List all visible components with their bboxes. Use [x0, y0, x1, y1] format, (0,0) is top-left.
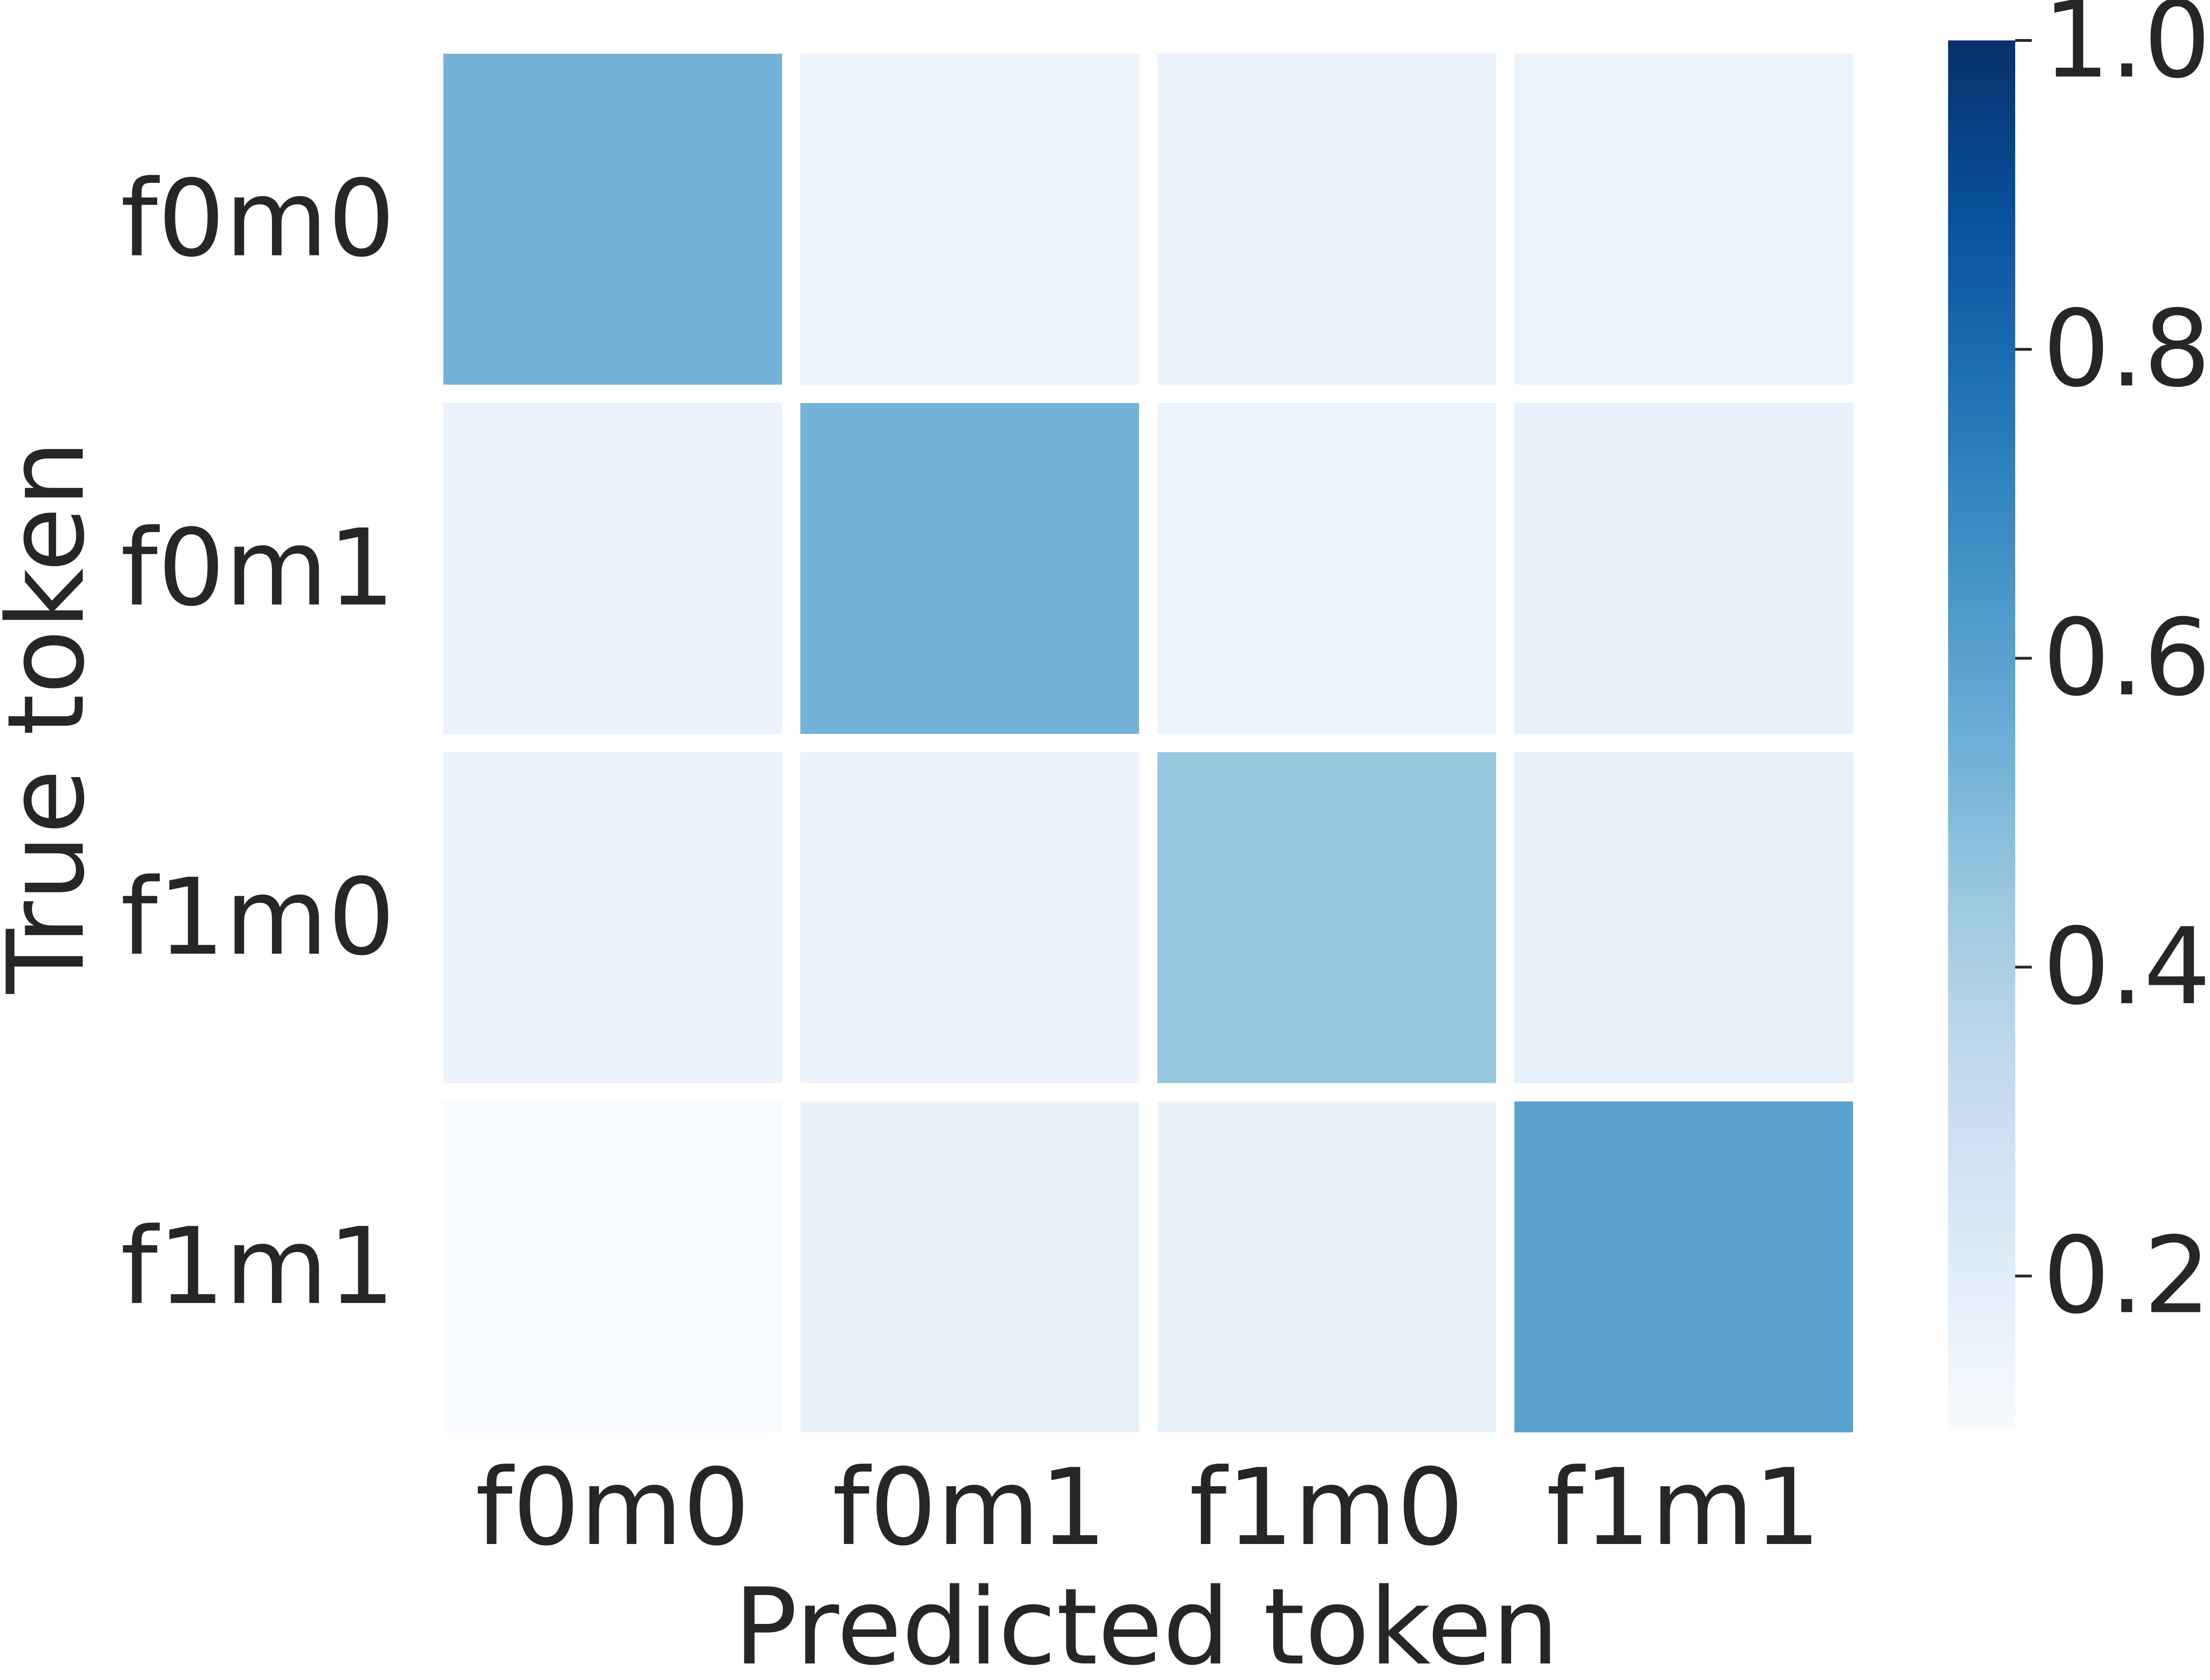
heatmap-cell: [443, 54, 782, 385]
heatmap-cell: [1514, 752, 1853, 1083]
heatmap-cells: [443, 54, 1853, 1432]
heatmap-cell: [800, 752, 1139, 1083]
x-tick-label: f1m1: [1547, 1447, 1821, 1569]
heatmap-cell: [1514, 403, 1853, 734]
y-axis-label: True token: [0, 440, 108, 994]
heatmap-cell: [443, 752, 782, 1083]
x-tick-label: f1m0: [1190, 1447, 1464, 1569]
x-tick-label: f0m1: [833, 1447, 1107, 1569]
heatmap-cell: [1157, 752, 1496, 1083]
heatmap-cell: [1514, 54, 1853, 385]
y-tick-label: f0m1: [120, 507, 395, 630]
x-axis-label: Predicted token: [734, 1566, 1559, 1680]
heatmap-cell: [1157, 403, 1496, 734]
heatmap-cell: [800, 54, 1139, 385]
colorbar-tick-label: 0.6: [2043, 597, 2210, 720]
x-tick-labels: f0m0 f0m1 f1m0 f1m1: [476, 1447, 1821, 1569]
y-tick-label: f0m0: [120, 158, 395, 281]
colorbar-tick-label: 0.8: [2043, 288, 2210, 411]
heatmap-cell: [443, 1101, 782, 1432]
colorbar-tick-label: 1.0: [2043, 0, 2210, 102]
heatmap-cell: [800, 403, 1139, 734]
heatmap-cell: [1157, 54, 1496, 385]
y-tick-label: f1m1: [120, 1206, 395, 1328]
heatmap-cell: [1514, 1101, 1853, 1432]
heatmap-cell: [1157, 1101, 1496, 1432]
y-tick-label: f1m0: [120, 857, 395, 979]
colorbar: 0.2 0.4 0.6 0.8 1.0: [1948, 0, 2210, 1430]
colorbar-tick-label: 0.4: [2043, 906, 2210, 1028]
colorbar-ticks: 0.2 0.4 0.6 0.8 1.0: [2015, 0, 2210, 1337]
y-tick-labels: f0m0 f0m1 f1m0 f1m1: [120, 158, 395, 1328]
colorbar-tick-label: 0.2: [2043, 1215, 2210, 1337]
x-tick-label: f0m0: [476, 1447, 750, 1569]
heatmap-cell: [800, 1101, 1139, 1432]
heatmap-cell: [443, 403, 782, 734]
colorbar-gradient: [1948, 40, 2015, 1430]
